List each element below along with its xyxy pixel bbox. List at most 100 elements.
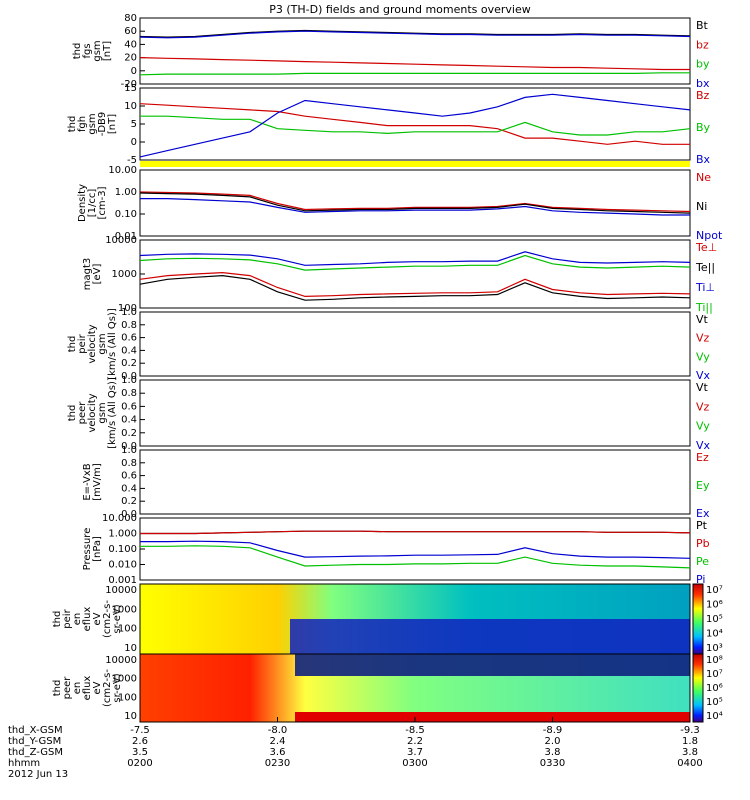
x-axis-value: -9.3 [680, 725, 700, 736]
yellow-flag-bar [140, 161, 690, 167]
y-axis-label-line: eV [92, 681, 103, 694]
legend-Vt: Vt [696, 313, 709, 326]
x-axis-value: 2.0 [545, 736, 561, 747]
y-axis-label-line: [nT] [102, 41, 113, 61]
series-Pb [140, 530, 691, 535]
x-axis-value: 0200 [127, 758, 152, 769]
series-By [140, 115, 691, 136]
y-axis-label-line: fgh [77, 116, 88, 132]
x-axis-value: -8.0 [268, 725, 288, 736]
legend-By: By [696, 121, 711, 134]
x-axis-value: 2.6 [132, 736, 148, 747]
y-tick-label: 10 [124, 643, 137, 654]
panel-frame [139, 379, 691, 447]
colorbar-tick-label: 10⁷ [706, 669, 723, 680]
y-tick-label: 0.4 [121, 345, 137, 356]
legend-by: by [696, 58, 710, 71]
y-tick-label: 0.010 [108, 560, 137, 571]
y-tick-label: 1.000 [108, 529, 137, 540]
y-tick-label: 1.00 [115, 187, 137, 198]
panel-2: 10.00 1.00 0.10 0.01 Density[1/cc][cm-3] Ne Ni… [77, 165, 723, 242]
panel-frame [139, 239, 691, 309]
legend-Bz: Bz [696, 89, 710, 102]
y-tick-label: 10 [124, 711, 137, 722]
spectrogram-0: 10000100010010thdpeirenefluxeV(cm2-s-sr-… [52, 583, 723, 655]
colorbar-tick-label: 10³ [706, 643, 723, 654]
legend-Pt: Pt [696, 519, 708, 532]
colorbar [692, 653, 704, 723]
panel-7: 10.0001.0000.1000.0100.001Pressure[nPa]P… [82, 513, 710, 586]
y-tick-label: 1.0 [121, 375, 137, 386]
x-axis-value: 0400 [677, 758, 702, 769]
y-tick-label: -5 [127, 155, 137, 166]
panel-frame [139, 87, 691, 161]
y-axis-label-line: [km/s (All Qs)] [107, 377, 118, 449]
x-axis-value: 3.8 [682, 747, 698, 758]
y-tick-label: 0.4 [121, 415, 137, 426]
panel-5: 1.00.80.60.40.20.0thdpeervelocitygsm[km/… [67, 375, 711, 452]
panel-frame [139, 311, 691, 377]
y-axis-label: Pressure[nPa] [82, 528, 103, 571]
legend-Vy: Vy [696, 350, 710, 363]
y-tick-label: 0.8 [121, 320, 137, 331]
panel-0: 80 60 40 20 0 -20 thdfgsgsm[nT] Bt bz by bx [72, 13, 710, 90]
y-tick-label: 0.100 [108, 544, 137, 555]
x-axis-value: 0300 [402, 758, 427, 769]
x-axis-value: 1.8 [682, 736, 698, 747]
x-axis-value: 0230 [265, 758, 290, 769]
colorbar [692, 583, 704, 655]
y-tick-label: 0.0 [121, 509, 137, 520]
y-axis-label-line: E=-VxB [82, 463, 93, 500]
date-label: 2012 Jun 13 [8, 769, 68, 780]
y-axis-label: magt3[eV] [82, 258, 103, 291]
y-tick-label: 0.8 [121, 458, 137, 469]
y-tick-label: 1000 [112, 674, 137, 685]
y-axis-label-line: peer [62, 676, 73, 700]
y-tick-label: 0.01 [115, 231, 137, 242]
y-tick-label: 100 [118, 692, 137, 703]
x-axis-value: -8.9 [543, 725, 563, 736]
series-Te|| [139, 274, 691, 301]
y-tick-label: 0.2 [121, 358, 137, 369]
y-tick-label: 0.4 [121, 483, 137, 494]
y-tick-label: 0.6 [121, 401, 137, 412]
x-axis-value: 3.7 [407, 747, 423, 758]
spectrogram-1: 10000100010010thdpeerenefluxeV(cm2-s-sr-… [52, 653, 723, 723]
y-tick-label: -20 [121, 79, 137, 90]
series-Pi [140, 540, 691, 559]
y-axis-label-line: thd [52, 611, 63, 628]
legend-Vx: Vx [696, 439, 711, 452]
panel-4: 1.00.80.60.40.20.0thdpeirvelocitygsm[km/… [67, 307, 711, 382]
y-axis-label-line: -DB9 [97, 112, 108, 137]
legend-Vx: Vx [696, 369, 711, 382]
legend-Te||: Te|| [695, 261, 715, 274]
legend-Bt: Bt [696, 19, 709, 32]
panel-6: 1.0 0.8 0.60.4 0.2 0.0 E=-VxB[mV/m] Ez Ey Ex [82, 445, 710, 520]
series-Npot [140, 198, 690, 216]
series-by [139, 72, 690, 76]
y-axis-label-line: peir [77, 333, 88, 353]
series-Ti⊥ [139, 251, 691, 266]
colorbar-tick-label: 10⁶ [706, 683, 723, 694]
y-axis-label-line: magt3 [82, 258, 93, 291]
x-axis-value: 3.6 [270, 747, 286, 758]
y-tick-label: 0.2 [121, 428, 137, 439]
panel-3: 10000 1000 100 magt3[eV] Te⊥ Te|| Ti⊥ Ti|| [82, 235, 717, 314]
y-axis-label-line: thd [67, 116, 78, 133]
y-axis-label-line: thd [67, 405, 78, 422]
y-axis-label-line: velocity [87, 393, 98, 432]
x-axis-value: 3.5 [132, 747, 148, 758]
legend-Vz: Vz [696, 400, 710, 413]
x-axis-value: -7.5 [130, 725, 150, 736]
spectrogram-low-band [290, 619, 690, 654]
panel-frame [139, 169, 691, 237]
y-axis-label: thdfgsgsm[nT] [72, 40, 113, 61]
x-axis-row-label: hhmm [8, 758, 40, 769]
x-axis-footer: thd_X-GSM -7.5 -8.0 -8.5 -8.9 -9.3 thd_Y-GSM 2.… [8, 717, 703, 780]
y-tick-label: 100 [118, 303, 137, 314]
legend-Bx: Bx [696, 153, 711, 166]
panel-frame [139, 517, 691, 581]
legend-Pi: Pi [696, 573, 705, 586]
y-tick-label: 100 [118, 624, 137, 635]
plot-title: P3 (TH-D) fields and ground moments over… [269, 3, 531, 16]
